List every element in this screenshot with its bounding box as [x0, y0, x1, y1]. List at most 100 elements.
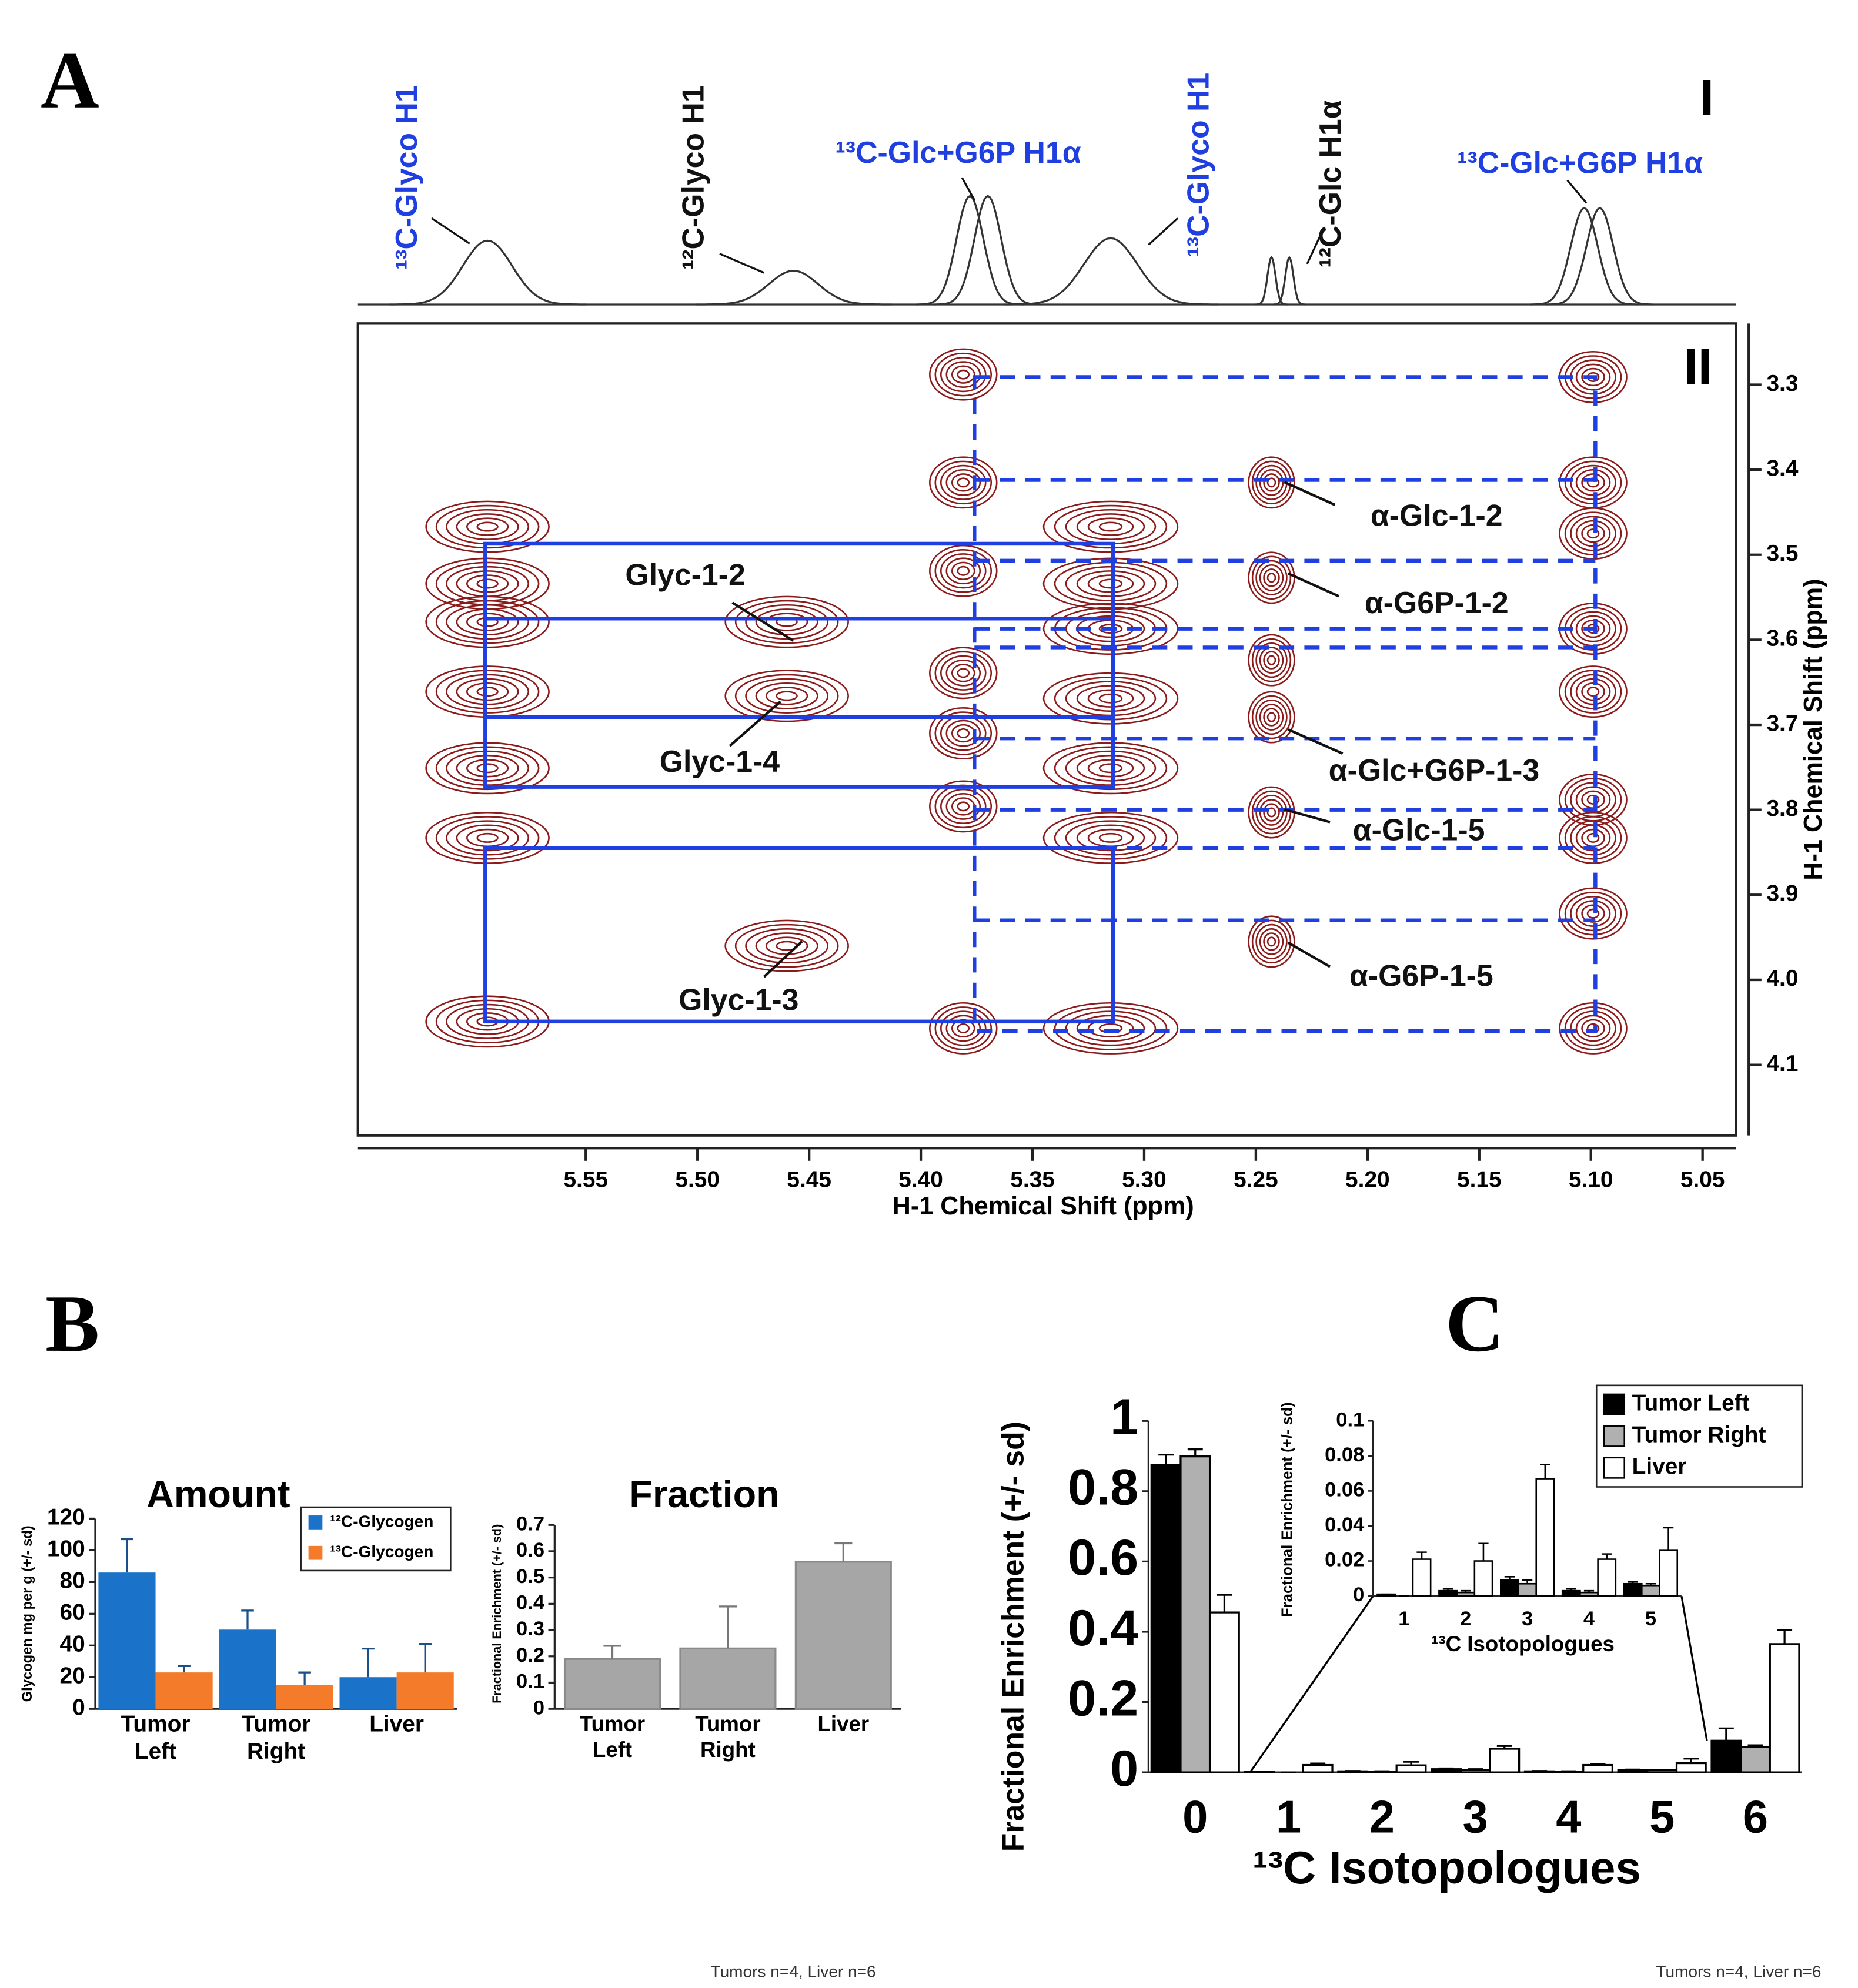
bar — [1500, 1579, 1519, 1597]
contour — [466, 574, 509, 593]
error-bar — [1468, 1768, 1483, 1771]
x-tick-label: 5.30 — [1122, 1167, 1167, 1193]
error-bar — [1625, 1768, 1641, 1771]
error-bar — [1540, 1464, 1550, 1479]
contour — [1251, 919, 1292, 964]
contour — [1266, 936, 1276, 947]
cross-peak-label: α-G6P-1-5 — [1349, 959, 1493, 993]
bar — [1412, 1558, 1432, 1597]
cross-peak — [1559, 456, 1628, 509]
region-box — [483, 846, 1115, 1024]
contour — [1255, 642, 1288, 678]
contour — [1564, 891, 1622, 936]
error-bar — [1602, 1553, 1612, 1559]
contour — [940, 357, 987, 393]
contour — [1065, 1010, 1157, 1046]
contour — [724, 595, 849, 648]
error-bar — [121, 1538, 133, 1573]
contour — [466, 613, 509, 631]
contour — [1586, 794, 1600, 805]
contour — [476, 832, 499, 843]
contour — [1586, 832, 1600, 843]
contour — [1054, 504, 1168, 549]
error-bar — [1628, 1581, 1638, 1584]
x-tick-label: 2 — [1369, 1792, 1395, 1843]
x-tick-label: 0 — [1182, 1792, 1208, 1843]
y-tick-label: 20 — [60, 1663, 85, 1688]
contour — [1564, 670, 1622, 714]
contour — [951, 664, 975, 682]
y-axis-label: Fractional Enrichment (+/- sd) — [489, 1524, 504, 1703]
y-tick-label: 0.04 — [1325, 1514, 1365, 1536]
contour — [928, 780, 998, 833]
bar — [276, 1685, 333, 1709]
contour — [1042, 742, 1179, 795]
contour — [957, 369, 970, 380]
contour — [766, 613, 808, 631]
x-tick-label: 5.25 — [1234, 1167, 1278, 1193]
x-tick-label: 5.35 — [1010, 1167, 1055, 1193]
x-tick-label: 5.50 — [675, 1167, 720, 1193]
contour — [1255, 699, 1288, 735]
bar — [1438, 1589, 1458, 1597]
y-tick-label: 3.8 — [1766, 796, 1798, 821]
contour — [1098, 578, 1123, 589]
error-bar — [1461, 1589, 1471, 1593]
contour — [1263, 473, 1280, 492]
contour — [745, 604, 829, 640]
contour — [724, 670, 849, 722]
y-tick-label: 3.7 — [1766, 711, 1798, 736]
contour — [1559, 665, 1628, 718]
contour — [945, 361, 981, 389]
y-tick-label: 0.3 — [516, 1618, 544, 1640]
contour — [776, 691, 798, 701]
contour — [1087, 759, 1134, 778]
contour — [1559, 811, 1628, 864]
spectrum-peak — [1003, 237, 1218, 306]
spectrum-peak — [1273, 256, 1306, 306]
error-bar — [603, 1645, 621, 1659]
x-tick-label: Tumor — [580, 1712, 645, 1736]
contour — [945, 793, 981, 820]
contour — [766, 687, 808, 705]
contour — [456, 754, 519, 782]
contour — [1266, 655, 1276, 665]
contour — [425, 742, 550, 795]
bar — [1473, 1560, 1493, 1597]
contour — [435, 600, 540, 644]
cross-peak-label: α-G6P-1-2 — [1365, 585, 1509, 620]
x-tick-label: 3 — [1522, 1608, 1533, 1630]
error-bar — [1560, 1770, 1576, 1772]
x-tick-label: 5.15 — [1457, 1167, 1502, 1193]
contour — [957, 668, 970, 678]
y-tick-label: 0.6 — [1068, 1530, 1138, 1586]
error-bar — [1504, 1576, 1515, 1581]
contour — [957, 565, 970, 576]
contour — [1564, 460, 1622, 505]
bar — [679, 1647, 777, 1710]
error-bar — [1345, 1770, 1361, 1772]
contour — [945, 719, 981, 747]
contour — [1259, 564, 1284, 591]
contour — [734, 600, 839, 644]
cross-peak-label: Glyc-1-3 — [679, 983, 798, 1017]
y-tick-label: 80 — [60, 1568, 85, 1594]
cross-peak — [1559, 665, 1628, 718]
y-tick-label: 3.9 — [1766, 881, 1798, 906]
bar — [1456, 1591, 1476, 1597]
contour — [1263, 932, 1280, 951]
error-bar — [1566, 1588, 1576, 1591]
error-bar — [1532, 1770, 1548, 1772]
peak-label: ¹²C-Glyco H1 — [676, 85, 710, 270]
contour — [1570, 1010, 1616, 1046]
contour — [1586, 687, 1600, 697]
contour — [957, 1023, 970, 1033]
bar — [1150, 1464, 1182, 1773]
x-tick-label: 4 — [1556, 1792, 1581, 1843]
cross-peak-label: α-Glc-1-2 — [1371, 498, 1503, 532]
contour — [934, 548, 993, 593]
region-box-dashed — [973, 375, 1598, 1033]
contour — [1575, 615, 1611, 642]
contour — [1065, 565, 1157, 602]
y-tick-label: 0.8 — [1068, 1460, 1138, 1516]
